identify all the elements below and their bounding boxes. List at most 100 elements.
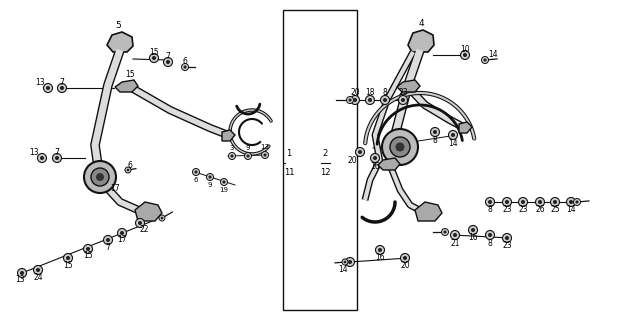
Circle shape — [569, 200, 573, 204]
Circle shape — [482, 57, 489, 63]
Text: 9: 9 — [208, 182, 212, 188]
Text: 2: 2 — [322, 149, 327, 158]
Circle shape — [66, 256, 70, 260]
Text: 7: 7 — [106, 243, 110, 252]
Text: 13: 13 — [261, 144, 269, 150]
Circle shape — [382, 129, 418, 165]
Circle shape — [136, 219, 145, 228]
Circle shape — [488, 233, 492, 237]
Polygon shape — [115, 80, 138, 92]
Circle shape — [538, 200, 542, 204]
Circle shape — [127, 169, 129, 171]
Circle shape — [403, 256, 407, 260]
Polygon shape — [135, 202, 162, 221]
Circle shape — [553, 200, 557, 204]
Circle shape — [433, 130, 437, 134]
Circle shape — [383, 98, 387, 102]
Polygon shape — [222, 130, 235, 141]
Circle shape — [106, 238, 110, 242]
Bar — [283, 10, 357, 310]
Text: 14: 14 — [338, 266, 348, 275]
Circle shape — [536, 197, 545, 206]
Circle shape — [91, 168, 109, 186]
Text: 16: 16 — [468, 234, 478, 243]
Text: 15: 15 — [125, 69, 135, 78]
Text: 25: 25 — [550, 205, 560, 214]
Circle shape — [399, 95, 408, 105]
Circle shape — [194, 171, 197, 173]
Text: 24: 24 — [33, 273, 43, 282]
Text: 26: 26 — [535, 205, 545, 214]
Circle shape — [96, 173, 104, 181]
Circle shape — [488, 200, 492, 204]
Text: 18: 18 — [365, 87, 375, 97]
Text: 13: 13 — [15, 276, 25, 284]
Circle shape — [448, 131, 457, 140]
Circle shape — [451, 133, 455, 137]
Text: 20: 20 — [400, 261, 410, 270]
Text: 13: 13 — [35, 77, 45, 86]
Circle shape — [206, 173, 213, 180]
Circle shape — [86, 247, 90, 251]
Circle shape — [40, 156, 44, 160]
Text: 7: 7 — [166, 52, 171, 60]
Circle shape — [166, 60, 170, 64]
Circle shape — [566, 197, 575, 206]
Circle shape — [264, 153, 266, 156]
Circle shape — [505, 200, 509, 204]
Circle shape — [183, 65, 187, 68]
Circle shape — [150, 53, 159, 62]
Circle shape — [55, 156, 59, 160]
Circle shape — [368, 98, 372, 102]
Circle shape — [38, 154, 47, 163]
Circle shape — [64, 253, 73, 262]
Circle shape — [485, 230, 494, 239]
Text: 20: 20 — [347, 156, 357, 164]
Circle shape — [159, 215, 165, 221]
Circle shape — [441, 228, 448, 236]
Text: 11: 11 — [283, 168, 294, 177]
Circle shape — [182, 63, 189, 70]
Circle shape — [34, 266, 43, 275]
Circle shape — [348, 260, 352, 264]
Circle shape — [485, 197, 494, 206]
Circle shape — [575, 200, 578, 204]
Text: 14: 14 — [488, 50, 497, 59]
Circle shape — [519, 197, 527, 206]
Circle shape — [380, 95, 389, 105]
Text: 8: 8 — [488, 205, 492, 214]
Circle shape — [83, 244, 92, 253]
Circle shape — [46, 86, 50, 90]
Text: 19: 19 — [220, 187, 229, 193]
Text: 9: 9 — [246, 145, 250, 151]
Circle shape — [468, 226, 478, 235]
Circle shape — [503, 197, 512, 206]
Text: 22: 22 — [140, 226, 149, 235]
Circle shape — [401, 253, 410, 262]
Circle shape — [192, 169, 199, 175]
Circle shape — [117, 228, 127, 237]
Text: 16: 16 — [375, 253, 385, 262]
Polygon shape — [378, 158, 400, 170]
Circle shape — [17, 268, 27, 277]
Circle shape — [375, 245, 385, 254]
Circle shape — [371, 154, 380, 163]
Text: 15: 15 — [149, 47, 159, 57]
Circle shape — [208, 175, 211, 179]
Circle shape — [431, 127, 440, 137]
Text: 7: 7 — [55, 148, 59, 156]
Circle shape — [573, 198, 580, 205]
Circle shape — [222, 180, 225, 184]
Circle shape — [461, 51, 469, 60]
Circle shape — [378, 248, 382, 252]
Circle shape — [84, 161, 116, 193]
Circle shape — [43, 84, 52, 92]
Text: 17: 17 — [110, 183, 120, 193]
Text: 23: 23 — [398, 87, 408, 97]
Circle shape — [342, 259, 348, 265]
Circle shape — [343, 261, 347, 263]
Text: 10: 10 — [460, 44, 470, 53]
Text: 13: 13 — [29, 148, 39, 156]
Circle shape — [229, 153, 236, 159]
Text: 16: 16 — [370, 162, 380, 171]
